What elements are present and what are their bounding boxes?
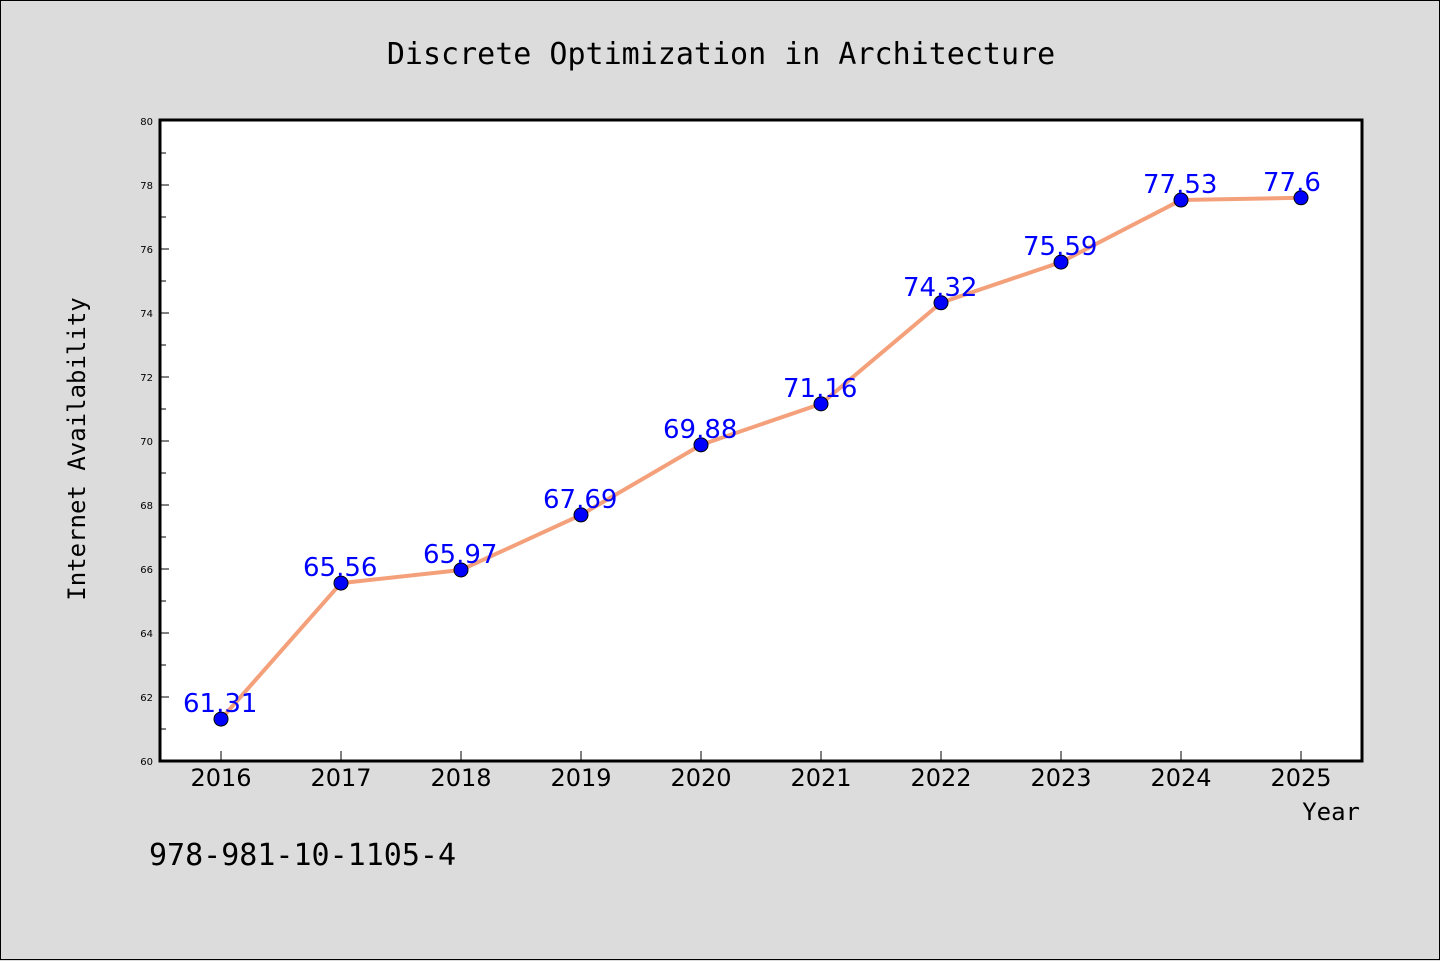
series-line [219, 195, 1302, 721]
series-layer: 61.31 65.56 65.97 67.69 69.88 71.16 74.32 75.59… [183, 168, 1321, 727]
data-label: 71.16 [783, 374, 857, 404]
data-label: 77.6 [1263, 168, 1321, 198]
data-label: 67.69 [543, 485, 617, 515]
data-point [453, 562, 469, 578]
y-tick-label: 62 [140, 693, 153, 704]
data-point [1293, 190, 1309, 206]
x-tick-label: 2016 [190, 764, 251, 792]
data-label: 65.97 [423, 540, 497, 570]
y-axis-label: Internet Availability [63, 297, 91, 600]
data-point [693, 437, 709, 453]
y-tick-label: 72 [140, 373, 153, 384]
y-tick-label: 78 [140, 181, 153, 192]
data-label: 77.53 [1143, 170, 1217, 200]
y-tick-label: 64 [140, 629, 153, 640]
x-tick-label: 2023 [1030, 764, 1091, 792]
plot-area [158, 118, 1364, 763]
x-tick-label: 2019 [550, 764, 611, 792]
data-point [813, 396, 829, 412]
data-point [933, 295, 949, 311]
x-tick-label: 2025 [1270, 764, 1331, 792]
data-point [1173, 192, 1189, 208]
y-tick-label: 80 [140, 117, 153, 128]
chart-title: Discrete Optimization in Architecture [387, 37, 1055, 72]
y-tick-label: 66 [140, 565, 153, 576]
data-label: 74.32 [903, 273, 977, 303]
data-label: 75.59 [1023, 232, 1097, 262]
x-axis-label: Year [1302, 798, 1360, 826]
x-tick-label: 2017 [310, 764, 371, 792]
x-tick-label: 2021 [790, 764, 851, 792]
x-tick-label: 2020 [670, 764, 731, 792]
data-label: 61.31 [183, 689, 257, 719]
x-tick-label: 2024 [1150, 764, 1211, 792]
y-tick-label: 76 [140, 245, 153, 256]
y-tick-label: 70 [140, 437, 153, 448]
y-tick-label: 74 [140, 309, 153, 320]
x-axis: 2016 2017 2018 2019 2020 2021 2022 2023 2024 2025 [190, 751, 1332, 792]
data-label: 65.56 [303, 553, 377, 583]
y-tick-label: 60 [140, 757, 153, 768]
y-tick-label: 68 [140, 501, 153, 512]
isbn-annotation: 978-981-10-1105-4 [149, 838, 456, 873]
y-axis: 60 62 64 66 68 70 72 74 76 78 80 [140, 117, 169, 768]
x-tick-label: 2022 [910, 764, 971, 792]
data-label: 69.88 [663, 415, 737, 445]
data-point [573, 507, 589, 523]
data-point [1053, 254, 1069, 270]
x-tick-label: 2018 [430, 764, 491, 792]
data-point [333, 575, 349, 591]
data-point [213, 711, 229, 727]
